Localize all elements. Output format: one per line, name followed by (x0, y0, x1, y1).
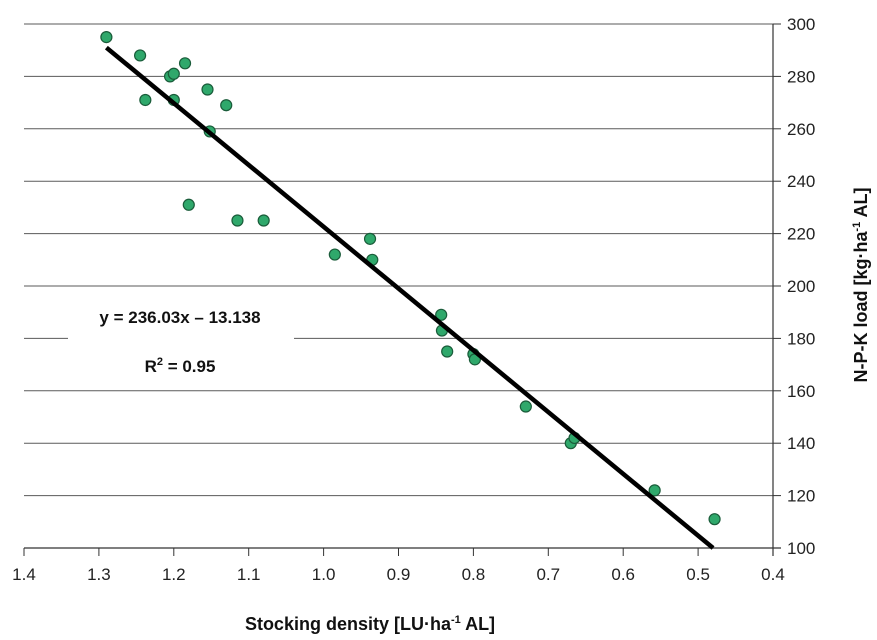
data-points (100, 30, 721, 526)
data-point (231, 214, 244, 227)
x-tick-label: 1.4 (12, 565, 36, 584)
x-tick-label: 0.6 (611, 565, 635, 584)
data-point (363, 232, 377, 245)
data-point (133, 49, 147, 62)
y-tick-label: 120 (787, 487, 815, 506)
x-axis-title: Stocking density [LU·ha-1 AL] (245, 614, 495, 634)
x-tick-labels: 1.4 1.3 1.2 1.1 1.0 0.9 0.8 0.7 0.6 0.5 0.4 (12, 565, 785, 584)
x-tick-label: 0.7 (536, 565, 560, 584)
data-point (139, 93, 152, 107)
regression-equation: y = 236.03x – 13.138 (99, 308, 260, 327)
trendline (104, 45, 715, 550)
data-point (100, 30, 113, 44)
y-tick-label: 280 (787, 67, 815, 86)
y-tick-label: 100 (787, 539, 815, 558)
y-tick-label: 260 (787, 120, 815, 139)
x-tick-label: 1.1 (237, 565, 261, 584)
gridlines (24, 23, 773, 497)
y-tick-label: 240 (787, 172, 815, 191)
x-tick-label: 0.9 (387, 565, 411, 584)
x-tick-label: 0.5 (686, 565, 710, 584)
x-tick-label: 1.2 (162, 565, 186, 584)
x-tick-label: 1.3 (87, 565, 111, 584)
data-point (182, 198, 195, 211)
data-point (648, 484, 661, 497)
axes (23, 23, 781, 556)
data-point (201, 83, 214, 96)
x-tick-label: 0.4 (761, 565, 785, 584)
y-tick-label: 160 (787, 382, 815, 401)
x-tick-label: 0.8 (462, 565, 486, 584)
y-tick-label: 140 (787, 434, 815, 453)
data-point (328, 248, 341, 261)
data-point (220, 99, 233, 112)
equation-box (68, 296, 294, 380)
y-tick-label: 300 (787, 15, 815, 34)
y-tick-label: 180 (787, 329, 815, 348)
data-point (708, 513, 721, 526)
data-point (519, 400, 532, 413)
y-axis-title: N-P-K load [kg·ha-1 AL] (851, 187, 871, 382)
data-point (167, 67, 180, 80)
y-tick-labels: 100 120 140 160 180 200 220 240 260 280 300 (787, 15, 815, 558)
data-point (257, 214, 270, 227)
r-squared: R2 = 0.95 (145, 356, 216, 376)
data-point (441, 345, 454, 358)
x-tick-label: 1.0 (312, 565, 336, 584)
data-point (178, 57, 192, 70)
y-tick-label: 200 (787, 277, 815, 296)
data-point (435, 308, 448, 321)
y-tick-label: 220 (787, 225, 815, 244)
